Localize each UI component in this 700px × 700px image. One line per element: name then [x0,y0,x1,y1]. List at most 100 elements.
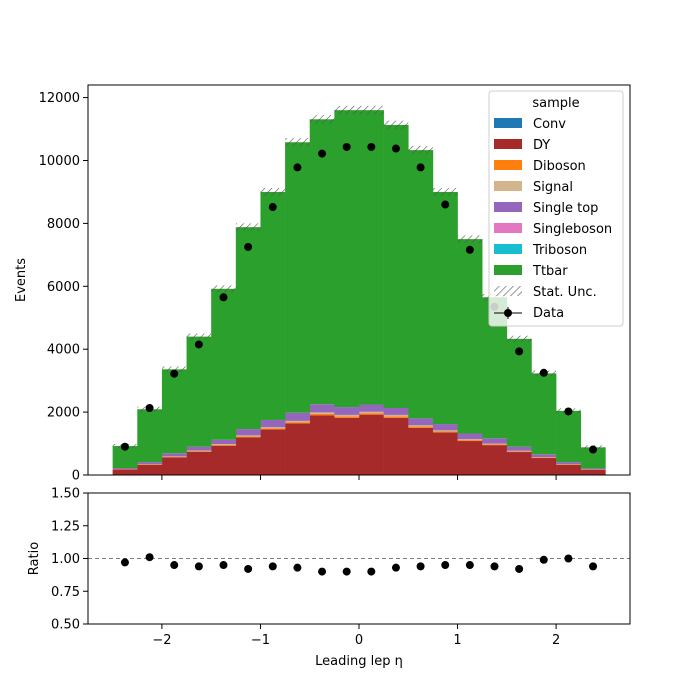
stat-unc-band-bin [383,120,409,130]
legend-swatch-ttbar [494,265,522,275]
bar-ttbar [432,191,458,425]
bar-ttbar [112,446,138,469]
bar-diboson [383,416,409,418]
data-point [564,407,573,416]
bar-ttbar [334,110,360,408]
bar-single-top [506,446,532,451]
y-tick-label: 1.50 [51,487,80,502]
legend-label-single-top: Single top [533,201,598,216]
stat-unc-band-bin [334,105,359,115]
bar-signal [186,450,212,452]
ratio-point [515,564,524,573]
bar-single-top [235,429,261,436]
data-point [145,404,154,413]
bar-signal [211,444,237,445]
data-point [219,293,228,302]
stat-unc-band-bin [408,145,433,155]
bar-dy [383,417,409,475]
legend-label-singleboson: Singleboson [533,222,612,237]
legend-label-conv: Conv [533,117,566,132]
bar-signal [506,450,532,452]
bar-ttbar [161,369,187,454]
legend-title: sample [532,96,579,111]
legend-label-diboson: Diboson [533,159,586,174]
bar-signal [235,435,261,437]
bar-single-top [137,462,163,464]
ratio-point [219,561,228,570]
ratio-point [564,554,573,563]
data-point [268,203,277,212]
y-tick-label: 0.75 [51,585,80,600]
bar-dy [580,469,606,475]
ratio-x-axis-label: Leading lep η [315,654,403,669]
stacked-histogram [112,110,606,475]
bar-single-top [161,453,187,457]
legend-label-data: Data [533,306,564,321]
y-tick-label: 1.25 [51,519,80,534]
legend-label-triboson: Triboson [532,243,587,258]
bar-dy [112,469,138,475]
ratio-point [120,558,129,567]
y-tick-label: 6000 [47,280,80,295]
ratio-point [342,567,351,576]
data-point [441,200,450,209]
data-point [391,144,400,153]
y-tick-label: 2000 [47,406,80,421]
bar-ttbar [137,409,163,463]
bar-dy [457,441,483,475]
ratio-point [490,562,499,571]
bar-dy [482,445,508,475]
bar-signal [359,411,384,414]
data-point [416,163,425,172]
bar-single-top [457,433,483,440]
legend-label-ttbar: Ttbar [532,264,568,279]
legend-box [488,90,624,327]
ratio-point [391,563,400,572]
bar-ttbar [186,336,212,447]
bar-dy [137,464,163,475]
stat-unc-band-bin [285,138,310,147]
x-tick-label: 1 [453,633,461,648]
bar-single-top [359,404,384,412]
ratio-point [441,561,450,570]
y-tick-label: 8000 [47,217,80,232]
legend-data-marker [504,309,512,317]
stat-unc-band-bin [432,187,458,196]
bar-dy [334,417,360,475]
data-point [539,368,548,377]
bar-single-top [432,424,458,431]
stat-unc-band-bin [506,335,532,342]
x-tick-label: 2 [552,633,560,648]
bar-single-top [531,454,557,458]
stat-unc-band-bin [161,366,187,373]
bar-signal [482,443,508,445]
bar-signal [432,430,458,432]
legend-swatch-single-top [494,202,522,212]
bar-ttbar [457,239,483,434]
legend-swatch-signal [494,181,522,191]
stat-unc-band-bin [186,333,212,340]
bar-single-top [211,439,237,445]
bar-dy [359,414,384,475]
y-tick-label: 4000 [47,343,80,358]
x-tick-label: 0 [355,633,363,648]
bar-ttbar [506,338,532,447]
legend-label-signal: Signal [533,180,573,195]
ratio-point [244,564,253,573]
bar-single-top [556,462,582,464]
bar-signal [260,427,286,429]
ratio-point [268,562,277,571]
bar-ttbar [359,110,384,405]
data-point [194,340,203,349]
bar-single-top [285,412,311,421]
data-point [120,442,129,451]
bar-diboson [457,440,483,442]
bar-ttbar [408,150,434,419]
bar-dy [260,429,286,475]
bar-single-top [112,468,138,470]
bar-diboson [235,436,261,438]
data-point [367,142,376,151]
ratio-point [318,567,327,576]
data-point [293,163,302,172]
